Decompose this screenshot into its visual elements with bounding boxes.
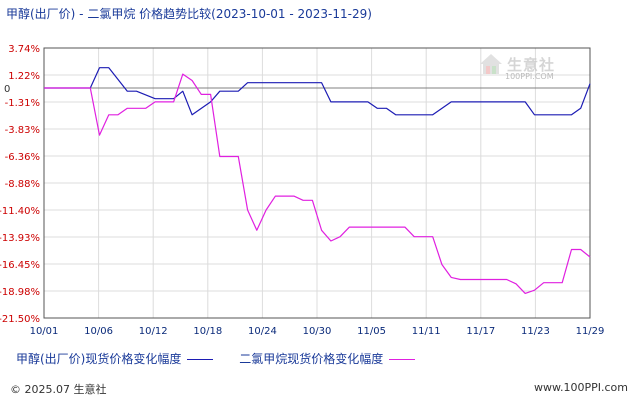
- footer-copyright: © 2025.07 生意社: [10, 383, 107, 396]
- y-tick-label: -21.50%: [0, 314, 40, 325]
- y-tick-label: -8.88%: [5, 179, 40, 190]
- watermark-text: 生意社: [507, 55, 556, 74]
- zero-label: 0: [4, 84, 10, 95]
- watermark-url: 100PPI.COM: [505, 72, 554, 81]
- y-axis-ticks: 3.74% 1.22% -1.31% -3.83% -6.36% -8.88% -11.40…: [0, 44, 40, 325]
- y-tick-label: 3.74%: [8, 44, 40, 55]
- y-tick-label: -11.40%: [0, 206, 40, 217]
- y-tick-label: -3.83%: [5, 125, 40, 136]
- series-line-methanol: [44, 67, 591, 116]
- y-tick-label: -18.98%: [0, 287, 40, 298]
- x-tick-label: 10/12: [139, 326, 168, 337]
- y-tick-label: -13.93%: [0, 233, 40, 244]
- legend-label-methanol: 甲醇(出厂价)现货价格变化幅度: [16, 352, 182, 366]
- x-tick-label: 10/18: [193, 326, 222, 337]
- x-tick-label: 10/06: [84, 326, 113, 337]
- x-axis-ticks: 10/01 10/06 10/12 10/18 10/24 10/30 11/05 11/11…: [30, 326, 605, 337]
- x-tick-label: 10/30: [303, 326, 332, 337]
- legend-item-dichloromethane: 二氯甲烷现货价格变化幅度: [239, 350, 416, 367]
- footer-site-link[interactable]: www.100PPI.com: [534, 381, 628, 394]
- y-tick-label: -6.36%: [5, 152, 40, 163]
- plot-frame: [43, 47, 591, 319]
- plot-frame-group: [43, 47, 591, 319]
- footer: © 2025.07 生意社 www.100PPI.com: [0, 376, 640, 400]
- x-tick-label: 11/17: [466, 326, 495, 337]
- house-logo-icon: [480, 54, 502, 74]
- x-tick-label: 11/05: [357, 326, 386, 337]
- chart-series: [44, 67, 591, 294]
- legend-swatch-dichloromethane: [389, 359, 416, 360]
- series-line-dichloromethane: [44, 73, 591, 294]
- x-tick-label: 10/24: [248, 326, 277, 337]
- chart-title: 甲醇(出厂价) - 二氯甲烷 价格趋势比较(2023-10-01 - 2023-…: [6, 7, 372, 21]
- y-tick-label: 1.22%: [8, 71, 40, 82]
- x-tick-label: 11/29: [576, 326, 605, 337]
- legend-item-methanol: 甲醇(出厂价)现货价格变化幅度: [16, 350, 214, 367]
- chart-legend: 甲醇(出厂价)现货价格变化幅度 二氯甲烷现货价格变化幅度: [16, 350, 437, 367]
- watermark: 生意社: [479, 53, 555, 75]
- x-tick-label: 11/11: [412, 326, 441, 337]
- legend-swatch-methanol: [187, 359, 214, 360]
- y-tick-label: -1.31%: [5, 98, 40, 109]
- x-tick-label: 11/23: [521, 326, 550, 337]
- legend-label-dichloromethane: 二氯甲烷现货价格变化幅度: [239, 352, 384, 366]
- x-tick-label: 10/01: [30, 326, 59, 337]
- y-tick-label: -16.45%: [0, 260, 40, 271]
